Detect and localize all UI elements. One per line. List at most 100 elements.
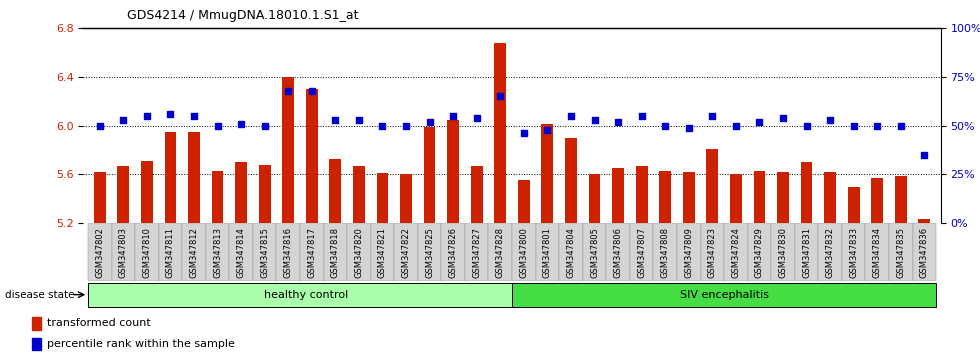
- Bar: [94, 172, 106, 223]
- Point: [398, 123, 414, 129]
- Text: GSM347828: GSM347828: [496, 227, 505, 278]
- FancyBboxPatch shape: [159, 223, 182, 281]
- Point: [186, 113, 202, 119]
- FancyBboxPatch shape: [112, 223, 135, 281]
- Bar: [212, 171, 223, 223]
- Bar: [730, 175, 742, 223]
- Text: transformed count: transformed count: [47, 319, 150, 329]
- Point: [681, 125, 697, 130]
- Text: GSM347823: GSM347823: [708, 227, 716, 278]
- Text: GSM347829: GSM347829: [755, 227, 763, 278]
- Point: [634, 113, 650, 119]
- Point: [564, 113, 579, 119]
- FancyBboxPatch shape: [512, 283, 936, 307]
- Bar: [31, 338, 40, 350]
- Bar: [165, 132, 176, 223]
- FancyBboxPatch shape: [300, 223, 323, 281]
- Bar: [353, 166, 365, 223]
- Bar: [612, 168, 624, 223]
- Point: [116, 117, 131, 123]
- Bar: [447, 120, 459, 223]
- Point: [752, 119, 767, 125]
- FancyBboxPatch shape: [865, 223, 889, 281]
- Bar: [141, 161, 153, 223]
- Text: GSM347832: GSM347832: [825, 227, 835, 278]
- Text: GSM347815: GSM347815: [261, 227, 270, 278]
- Bar: [801, 162, 812, 223]
- Text: GSM347806: GSM347806: [613, 227, 622, 278]
- Point: [468, 115, 484, 121]
- Point: [540, 127, 556, 132]
- Bar: [895, 176, 906, 223]
- Bar: [777, 172, 789, 223]
- Point: [233, 121, 249, 127]
- Text: GSM347805: GSM347805: [590, 227, 599, 278]
- Text: GSM347817: GSM347817: [308, 227, 317, 278]
- Text: healthy control: healthy control: [264, 290, 348, 300]
- FancyBboxPatch shape: [370, 223, 394, 281]
- FancyBboxPatch shape: [488, 223, 512, 281]
- Text: GSM347814: GSM347814: [236, 227, 246, 278]
- Bar: [259, 165, 270, 223]
- Point: [327, 117, 343, 123]
- Point: [846, 123, 861, 129]
- Text: GSM347803: GSM347803: [119, 227, 127, 278]
- Point: [658, 123, 673, 129]
- Point: [210, 123, 225, 129]
- Text: GSM347807: GSM347807: [637, 227, 646, 278]
- Text: GSM347821: GSM347821: [378, 227, 387, 278]
- FancyBboxPatch shape: [842, 223, 865, 281]
- FancyBboxPatch shape: [654, 223, 677, 281]
- Point: [799, 123, 814, 129]
- FancyBboxPatch shape: [253, 223, 276, 281]
- Text: GDS4214 / MmugDNA.18010.1.S1_at: GDS4214 / MmugDNA.18010.1.S1_at: [127, 9, 359, 22]
- Text: GSM347801: GSM347801: [543, 227, 552, 278]
- Bar: [707, 149, 718, 223]
- FancyBboxPatch shape: [912, 223, 936, 281]
- Text: disease state: disease state: [5, 290, 74, 299]
- Bar: [565, 138, 577, 223]
- Text: GSM347833: GSM347833: [849, 227, 858, 278]
- FancyBboxPatch shape: [465, 223, 488, 281]
- Bar: [660, 171, 671, 223]
- Bar: [871, 178, 883, 223]
- Point: [257, 123, 272, 129]
- Text: GSM347830: GSM347830: [778, 227, 788, 278]
- Point: [775, 115, 791, 121]
- FancyBboxPatch shape: [607, 223, 630, 281]
- Point: [916, 152, 932, 158]
- FancyBboxPatch shape: [795, 223, 818, 281]
- Bar: [542, 125, 554, 223]
- FancyBboxPatch shape: [701, 223, 724, 281]
- Point: [705, 113, 720, 119]
- Point: [728, 123, 744, 129]
- FancyBboxPatch shape: [276, 223, 300, 281]
- Text: GSM347831: GSM347831: [802, 227, 811, 278]
- Point: [822, 117, 838, 123]
- Bar: [636, 166, 648, 223]
- FancyBboxPatch shape: [323, 223, 347, 281]
- Point: [611, 119, 626, 125]
- Bar: [306, 89, 318, 223]
- Text: GSM347825: GSM347825: [425, 227, 434, 278]
- Bar: [282, 77, 294, 223]
- Bar: [400, 175, 412, 223]
- Text: GSM347812: GSM347812: [189, 227, 199, 278]
- FancyBboxPatch shape: [206, 223, 229, 281]
- FancyBboxPatch shape: [748, 223, 771, 281]
- FancyBboxPatch shape: [182, 223, 206, 281]
- Bar: [470, 166, 482, 223]
- FancyBboxPatch shape: [417, 223, 441, 281]
- Point: [421, 119, 437, 125]
- Text: GSM347804: GSM347804: [566, 227, 575, 278]
- Bar: [824, 172, 836, 223]
- Text: GSM347835: GSM347835: [897, 227, 906, 278]
- Text: GSM347822: GSM347822: [402, 227, 411, 278]
- Bar: [423, 127, 435, 223]
- Bar: [494, 43, 506, 223]
- FancyBboxPatch shape: [771, 223, 795, 281]
- FancyBboxPatch shape: [88, 283, 512, 307]
- Text: GSM347808: GSM347808: [661, 227, 669, 278]
- FancyBboxPatch shape: [677, 223, 701, 281]
- Bar: [329, 159, 341, 223]
